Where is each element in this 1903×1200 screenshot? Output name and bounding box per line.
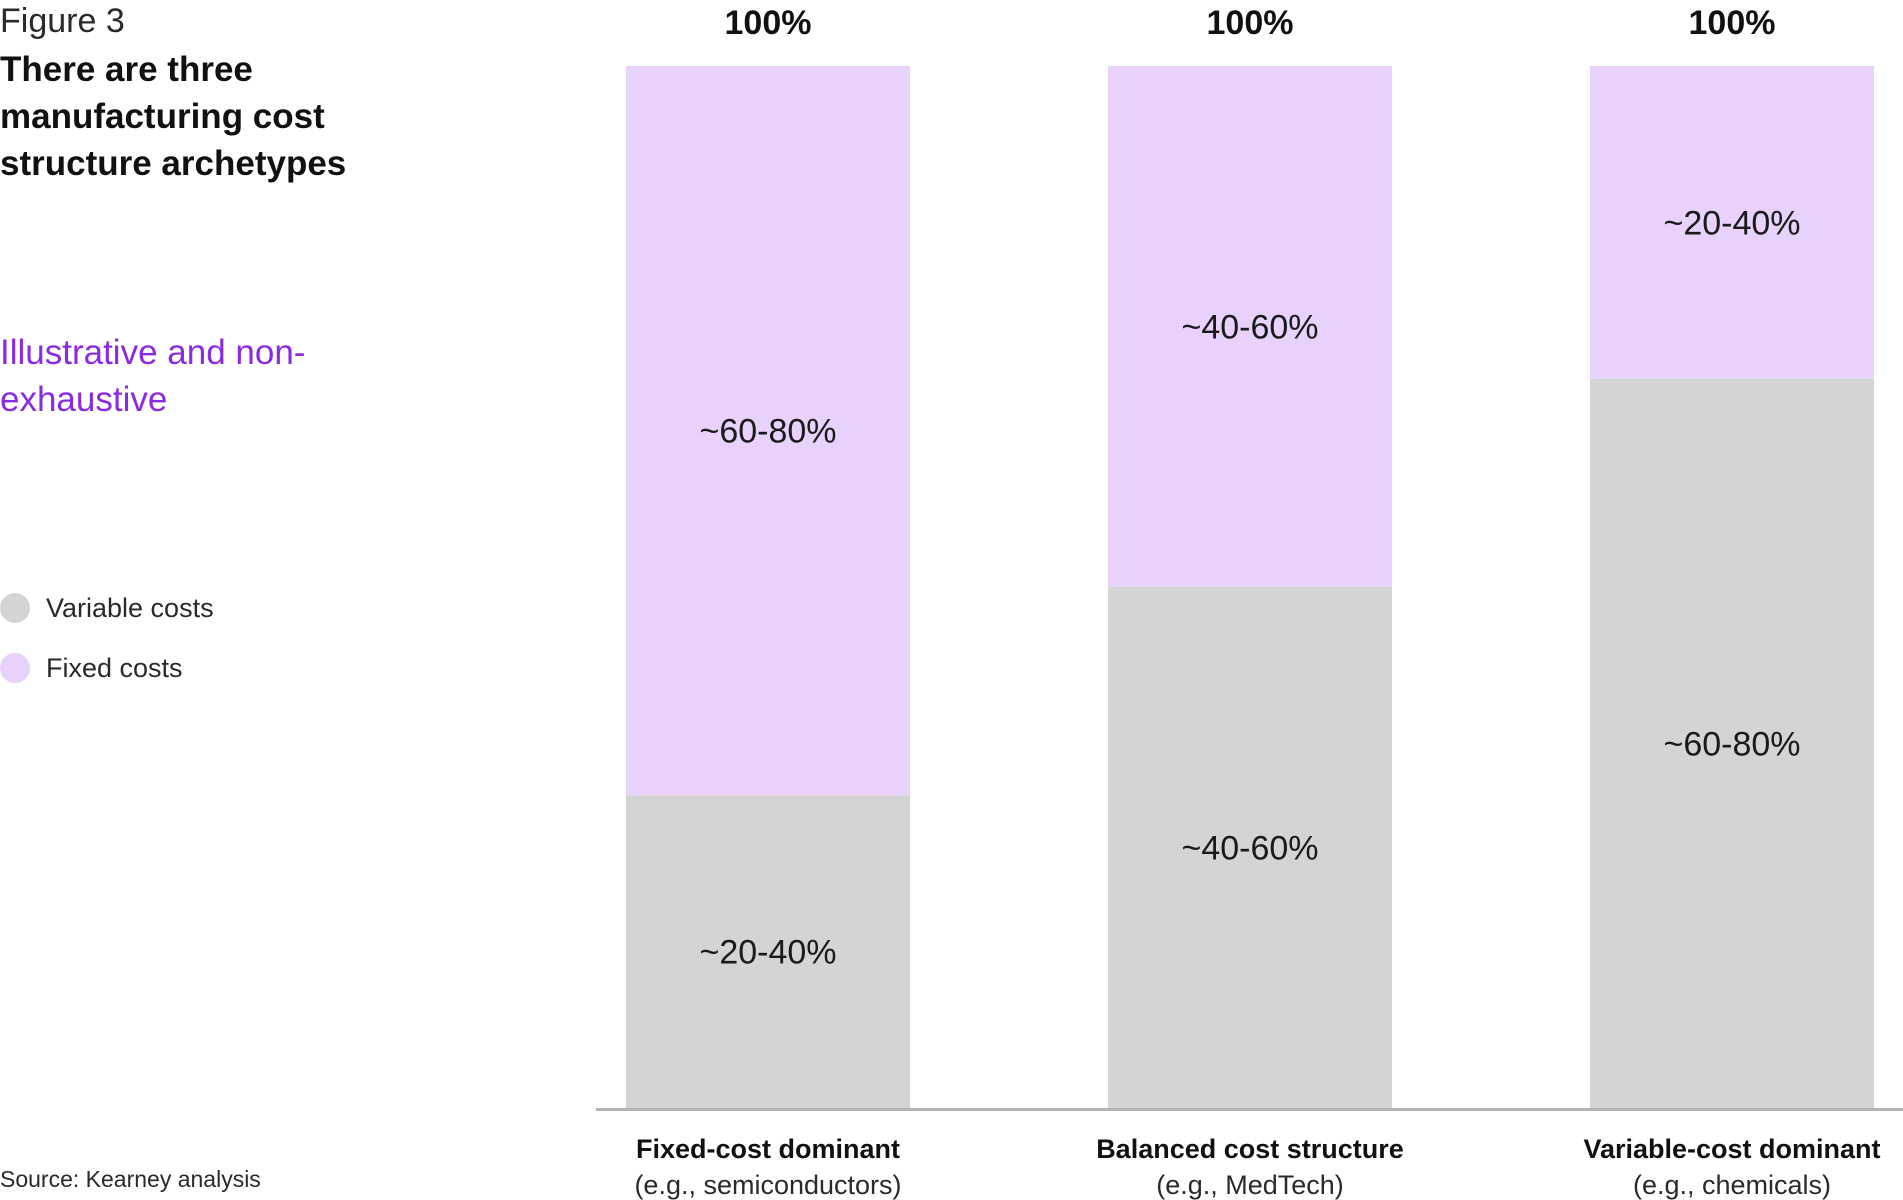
category-label: Fixed-cost dominant: [636, 1134, 900, 1164]
bar-segment-variable: [1590, 378, 1874, 1109]
segment-value-label: ~60-80%: [1663, 725, 1800, 763]
category-label: Variable-cost dominant: [1583, 1134, 1880, 1164]
bar-total-label: 100%: [725, 4, 812, 42]
legend-item-variable-costs: Variable costs: [0, 593, 214, 623]
legend-swatch-fixed: [0, 653, 30, 683]
bar-segment-variable: [1108, 587, 1392, 1108]
segment-value-label: ~60-80%: [699, 413, 836, 451]
legend-label: Fixed costs: [46, 652, 183, 683]
chart-subtitle: Illustrative and non-exhaustive: [0, 333, 306, 419]
category-label: Balanced cost structure: [1096, 1134, 1404, 1164]
segment-value-label: ~20-40%: [1663, 204, 1800, 242]
segment-value-label: ~40-60%: [1181, 309, 1318, 347]
bar-segment-variable: [626, 795, 910, 1108]
bar-segment-fixed: [626, 66, 910, 796]
bar-segment-fixed: [1108, 66, 1392, 587]
bar-total-label: 100%: [1689, 4, 1776, 42]
chart-title: There are three manufacturing cost struc…: [0, 50, 347, 183]
category-sublabel: (e.g., MedTech): [1156, 1170, 1344, 1200]
legend: Variable costs Fixed costs: [0, 593, 214, 713]
category-sublabel: (e.g., semiconductors): [634, 1170, 901, 1200]
source-note: Source: Kearney analysis: [0, 1166, 261, 1192]
bar-segment-fixed: [1590, 66, 1874, 379]
figure-label: Figure 3: [0, 2, 125, 40]
legend-swatch-variable: [0, 593, 30, 623]
category-sublabel: (e.g., chemicals): [1633, 1170, 1831, 1200]
legend-item-fixed-costs: Fixed costs: [0, 653, 214, 683]
segment-value-label: ~20-40%: [699, 934, 836, 972]
legend-label: Variable costs: [46, 592, 214, 623]
bar-total-label: 100%: [1207, 4, 1294, 42]
segment-value-label: ~40-60%: [1181, 830, 1318, 868]
